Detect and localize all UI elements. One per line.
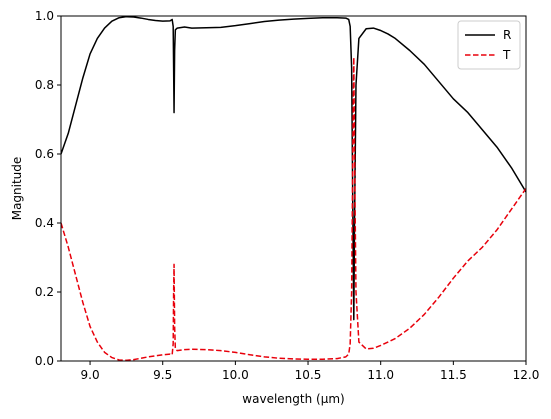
x-tick-label: 9.5 <box>153 368 172 382</box>
legend-label-t: T <box>502 48 511 62</box>
legend: R T <box>457 20 521 70</box>
series-layer <box>61 16 526 361</box>
y-axis-label: Magnitude <box>10 157 24 221</box>
y-axis: 0.0 0.2 0.4 0.6 0.8 1.0 <box>35 9 61 368</box>
x-axis-label: wavelength (μm) <box>242 392 344 406</box>
series-line-t <box>61 56 526 361</box>
series-line-r <box>61 16 526 321</box>
y-tick-label: 0.8 <box>35 78 54 92</box>
x-tick-label: 11.0 <box>367 368 394 382</box>
x-tick-label: 12.0 <box>513 368 540 382</box>
x-tick-label: 9.0 <box>81 368 100 382</box>
x-tick-label: 11.5 <box>440 368 467 382</box>
legend-box <box>457 20 521 70</box>
y-tick-label: 0.4 <box>35 216 54 230</box>
y-tick-label: 0.6 <box>35 147 54 161</box>
x-tick-label: 10.0 <box>222 368 249 382</box>
legend-label-r: R <box>503 28 511 42</box>
y-tick-label: 0.0 <box>35 354 54 368</box>
x-tick-label: 10.5 <box>295 368 322 382</box>
x-axis: 9.0 9.5 10.0 10.5 11.0 11.5 12.0 <box>81 361 540 382</box>
y-tick-label: 1.0 <box>35 9 54 23</box>
plot-frame <box>60 15 527 362</box>
y-tick-label: 0.2 <box>35 285 54 299</box>
